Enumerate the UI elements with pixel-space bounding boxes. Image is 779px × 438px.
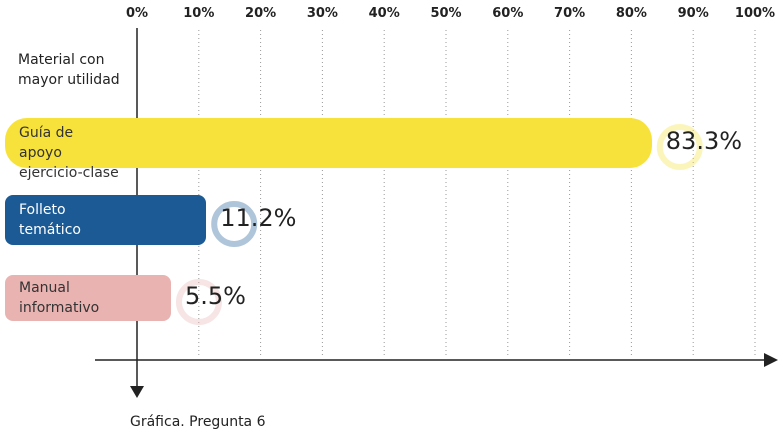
x-tick-label: 100% (734, 6, 776, 21)
decor-circle (175, 279, 222, 325)
decor-circle (211, 201, 258, 247)
value-label: 11.2% (220, 204, 297, 232)
category-label: Guía de apoyo ejercicio-clase (19, 125, 119, 181)
x-tick-label: 10% (183, 6, 215, 21)
bar: Guía de apoyo ejercicio-clase (5, 118, 652, 181)
x-tick-label: 70% (554, 6, 586, 21)
y-arrow (130, 386, 144, 398)
bar: Manual informativo (5, 275, 171, 321)
x-tick-label: 0% (125, 6, 149, 21)
x-tick-label: 30% (306, 6, 338, 21)
caption: Gráfica. Pregunta 6 (130, 414, 266, 430)
value-label: 5.5% (184, 282, 246, 310)
bar: Folleto temático (5, 195, 207, 245)
category-label: Folleto temático (19, 202, 81, 238)
x-tick-label: 20% (245, 6, 277, 21)
x-arrow (764, 353, 778, 367)
chart-title: Material con mayor utilidad (18, 52, 120, 88)
value-label: 83.3% (665, 127, 743, 155)
x-tick-label: 50% (430, 6, 462, 21)
category-label: Manual informativo (19, 280, 100, 316)
x-tick-label: 40% (368, 6, 400, 21)
x-tick-label: 60% (492, 6, 524, 21)
x-tick-label: 90% (677, 6, 709, 21)
x-tick-label: 80% (615, 6, 647, 21)
decor-circle (656, 124, 703, 170)
